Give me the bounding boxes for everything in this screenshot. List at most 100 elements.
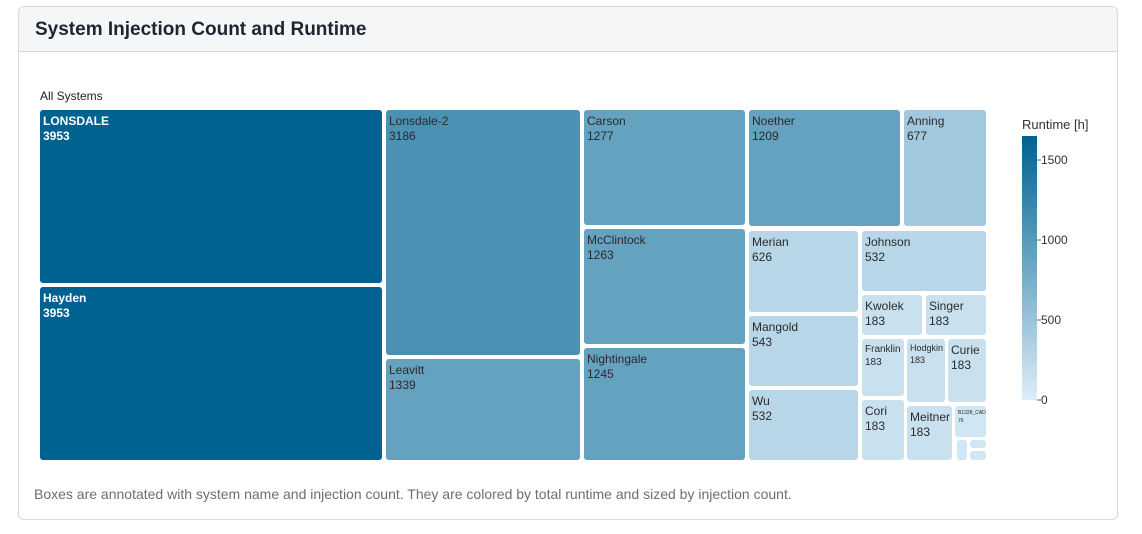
tile-name-label: Singer [929, 299, 964, 313]
treemap-box [955, 406, 986, 437]
treemap-box [386, 110, 580, 355]
tile-name-label: Nightingale [587, 352, 647, 366]
tile-name-label: Wu [752, 394, 770, 408]
treemap-tile-hodgkin[interactable]: Hodgkin 183 [907, 339, 945, 402]
tile-name-label: Hodgkin [910, 343, 943, 353]
tile-name-label: McClintock [587, 233, 647, 247]
tile-count-label: 183 [951, 358, 971, 372]
tile-count-label: 3953 [43, 129, 70, 143]
tile-count-label: 183 [910, 425, 930, 439]
colorbar-tick-label: 1500 [1041, 153, 1068, 167]
tile-name-label: Cori [865, 404, 887, 418]
treemap-box [749, 390, 858, 460]
treemap-box [904, 110, 986, 226]
treemap-tile-franklin[interactable]: Franklin 183 [862, 339, 904, 396]
treemap-box [862, 231, 986, 291]
treemap-box [926, 295, 986, 335]
treemap-box [749, 110, 900, 226]
treemap-box [584, 348, 745, 460]
treemap-box [584, 110, 745, 225]
tile-name-label: Johnson [865, 235, 910, 249]
tile-name-label: B1328_CAD [958, 410, 986, 416]
tile-count-label: 183 [865, 314, 885, 328]
tile-name-label: Lonsdale-2 [389, 114, 449, 128]
tile-name-label: Merian [752, 235, 789, 249]
tile-count-label: 532 [752, 409, 772, 423]
treemap-tile-b1328-cad[interactable]: B1328_CAD 76 [955, 406, 986, 437]
tile-count-label: 1277 [587, 129, 614, 143]
card-title: System Injection Count and Runtime [35, 19, 367, 40]
treemap-box [948, 339, 986, 402]
tile-count-label: 76 [958, 418, 964, 424]
colorbar [1022, 136, 1037, 400]
colorbar-tick-label: 0 [1041, 393, 1048, 407]
chart-caption: Boxes are annotated with system name and… [34, 486, 792, 502]
treemap-box [40, 287, 382, 460]
tile-name-label: Carson [587, 114, 626, 128]
tile-count-label: 1339 [389, 378, 416, 392]
tile-count-label: 183 [865, 357, 882, 368]
treemap-box [749, 316, 858, 386]
treemap-box [970, 451, 986, 460]
treemap-box [40, 110, 382, 283]
tile-count-label: 1263 [587, 248, 614, 262]
tile-count-label: 677 [907, 129, 927, 143]
tile-name-label: Kwolek [865, 299, 905, 313]
treemap-box [386, 359, 580, 460]
tile-name-label: LONSDALE [43, 114, 109, 128]
tile-name-label: Anning [907, 114, 944, 128]
tile-count-label: 626 [752, 250, 772, 264]
tile-name-label: Meitner [910, 410, 950, 424]
tile-count-label: 532 [865, 250, 885, 264]
colorbar-title: Runtime [h] [1022, 117, 1088, 132]
tile-count-label: 183 [929, 314, 949, 328]
tile-count-label: 1245 [587, 367, 614, 381]
treemap-box [862, 295, 922, 335]
tile-count-label: 183 [910, 355, 925, 365]
treemap-box [957, 440, 967, 460]
treemap-box [584, 229, 745, 344]
tile-name-label: Leavitt [389, 363, 425, 377]
treemap-box [907, 339, 945, 402]
treemap-box [970, 440, 986, 448]
tile-name-label: Franklin [865, 344, 901, 355]
tile-name-label: Noether [752, 114, 795, 128]
treemap-box [907, 406, 952, 460]
treemap-tile-tile-22[interactable] [970, 440, 986, 448]
treemap-box [862, 400, 904, 460]
colorbar-tick-label: 1000 [1041, 233, 1068, 247]
tile-name-label: Mangold [752, 320, 798, 334]
tile-count-label: 183 [865, 419, 885, 433]
treemap-box [749, 231, 858, 312]
tile-name-label: Hayden [43, 291, 86, 305]
treemap-root-label: All Systems [40, 89, 103, 103]
tile-count-label: 543 [752, 335, 772, 349]
treemap-tile-tile-23[interactable] [970, 451, 986, 460]
treemap-tile-tile-21[interactable] [957, 440, 967, 460]
card-header: System Injection Count and Runtime [19, 7, 1117, 52]
treemap-box [862, 339, 904, 396]
colorbar-tick-label: 500 [1041, 313, 1061, 327]
tile-count-label: 3953 [43, 306, 70, 320]
tile-count-label: 1209 [752, 129, 779, 143]
tile-count-label: 3186 [389, 129, 416, 143]
